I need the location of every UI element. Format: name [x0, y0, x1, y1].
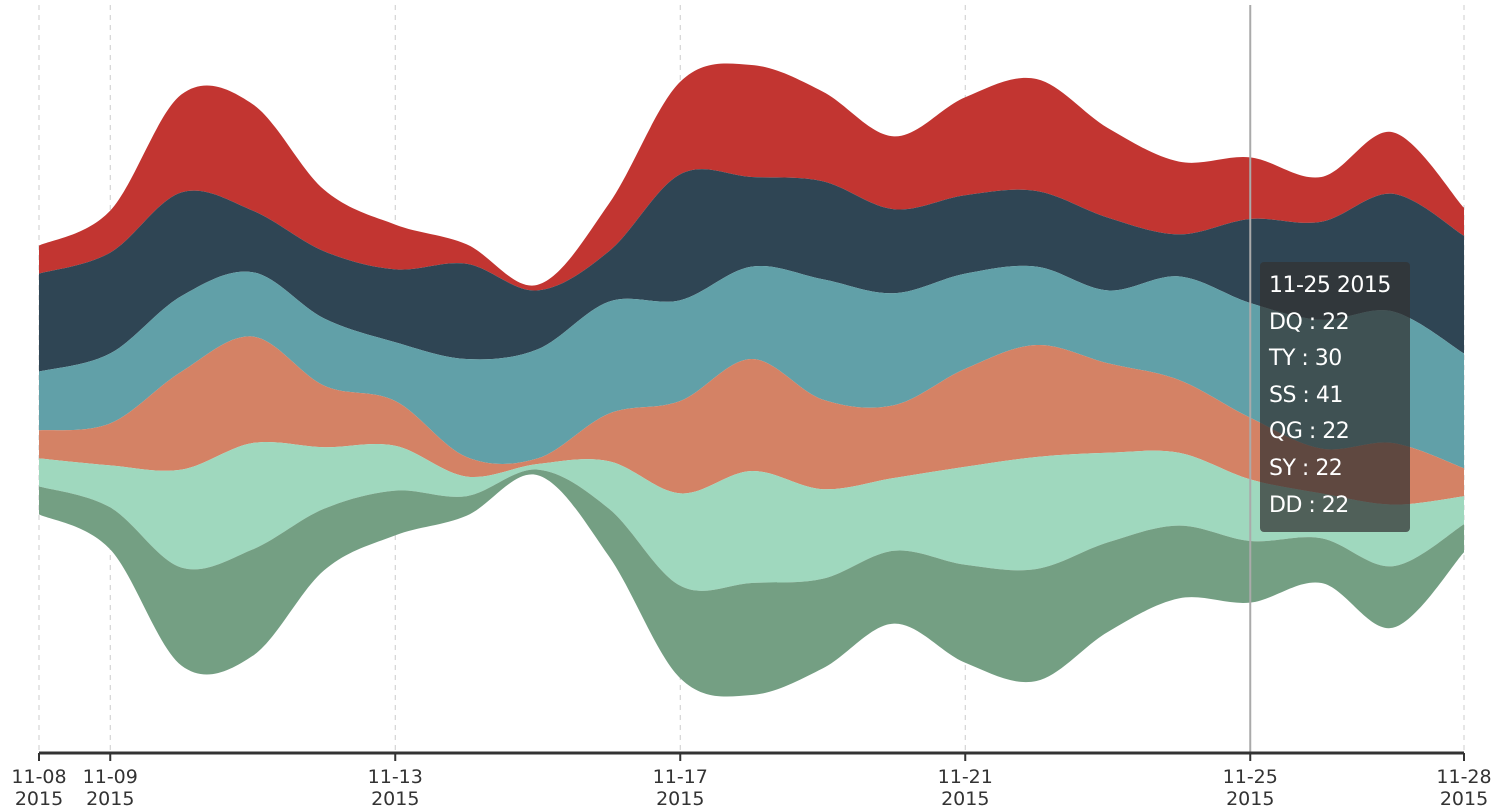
- river-layer: [39, 441, 1464, 591]
- tooltip-row: SY : 22: [1269, 455, 1343, 481]
- x-tick-label: 11-21 2015: [938, 766, 993, 810]
- tooltip-value: 22: [1322, 419, 1350, 445]
- tooltip-name: SS: [1269, 382, 1296, 408]
- river-layer: [39, 336, 1464, 505]
- x-tick-label: 11-13 2015: [368, 766, 423, 810]
- tooltip-row: QG : 22: [1269, 419, 1350, 445]
- tooltip-value: 22: [1321, 492, 1350, 518]
- tooltip-value: 22: [1322, 309, 1350, 335]
- x-tick-label: 11-17 2015: [653, 766, 708, 810]
- tooltip-row: DD : 22: [1269, 492, 1350, 518]
- tooltip-value: 30: [1314, 346, 1343, 372]
- tooltip-row: TY : 30: [1269, 346, 1343, 372]
- river-layer: [39, 63, 1464, 291]
- x-tick-label: 11-08 2015: [11, 766, 66, 810]
- tooltip-name: SY: [1269, 455, 1296, 481]
- tooltip-name: DD: [1269, 492, 1302, 518]
- x-tick-label: 11-09 2015: [83, 766, 138, 810]
- tooltip-name: TY: [1269, 346, 1295, 372]
- tooltip-name: QG: [1269, 419, 1303, 445]
- tooltip-row: DQ : 22: [1269, 309, 1350, 335]
- tooltip-name: DQ: [1269, 309, 1303, 335]
- tooltip-row: SS : 41: [1269, 382, 1344, 408]
- tooltip: 11-25 2015 DQ : 22 TY : 30 SS : 41 QG : 22 SY…: [1260, 262, 1410, 532]
- x-tick-label: 11-28 2015: [1436, 766, 1491, 810]
- x-tick-label: 11-25 2015: [1223, 766, 1278, 810]
- tooltip-title: 11-25 2015: [1269, 273, 1391, 298]
- tooltip-value: 41: [1315, 382, 1344, 408]
- river-layer: [39, 469, 1464, 697]
- river-layer: [39, 265, 1464, 469]
- tooltip-value: 22: [1315, 455, 1343, 481]
- river-layer: [39, 169, 1464, 372]
